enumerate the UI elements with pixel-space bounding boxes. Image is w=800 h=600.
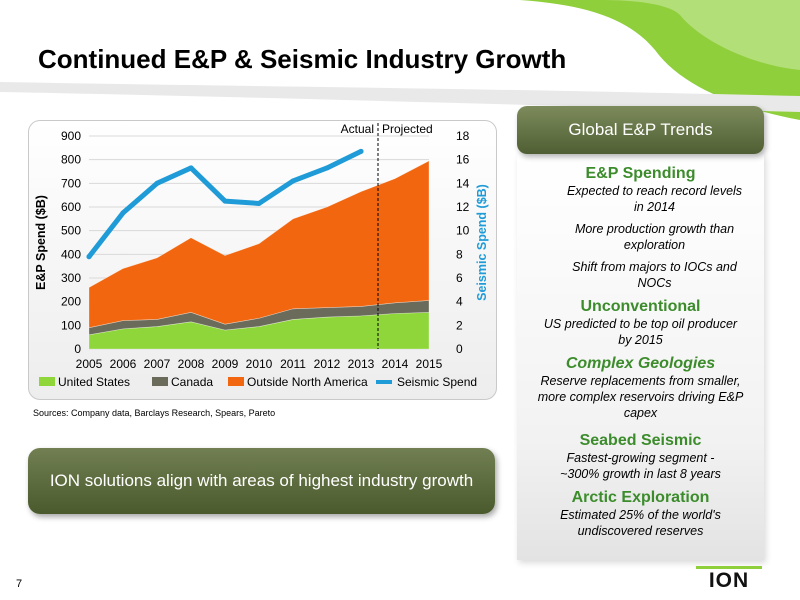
ion-logo: ION — [696, 566, 762, 588]
trend-text: ~300% growth in last 8 years — [560, 467, 721, 481]
trend-heading-seabed-seismic: Seabed Seismic — [579, 432, 702, 449]
x-tick-label: 2006 — [110, 357, 137, 371]
trend-text: Expected to reach record levels — [566, 184, 743, 198]
trend-text: exploration — [623, 238, 686, 252]
trends-panel — [517, 154, 764, 560]
x-tick-label: 2014 — [382, 357, 409, 371]
y2-tick-label: 6 — [456, 271, 463, 285]
seismic-point — [290, 178, 296, 184]
seismic-point — [324, 165, 330, 171]
legend-label: Seismic Spend — [397, 375, 477, 389]
trend-heading-ep-spending: E&P Spending — [585, 165, 696, 182]
legend-label: Canada — [171, 375, 213, 389]
trends-header: Global E&P Trends — [517, 106, 764, 154]
trend-text: by 2015 — [618, 333, 663, 347]
svg-text:ION: ION — [709, 569, 749, 588]
x-tick-label: 2010 — [246, 357, 273, 371]
legend-label: Outside North America — [247, 375, 368, 389]
trend-heading-unconventional: Unconventional — [580, 298, 701, 315]
x-tick-label: 2009 — [212, 357, 239, 371]
legend-swatch-outside-north-america — [228, 377, 244, 386]
slide-title: Continued E&P & Seismic Industry Growth — [38, 44, 567, 74]
y-tick-label: 300 — [61, 271, 81, 285]
trend-text: Estimated 25% of the world's — [560, 508, 721, 522]
x-tick-label: 2012 — [314, 357, 341, 371]
trend-text: Shift from majors to IOCs and — [572, 260, 737, 274]
y2-axis-title: Seismic Spend ($B) — [475, 184, 489, 301]
seismic-point — [222, 198, 228, 204]
actual-label: Actual — [341, 122, 374, 136]
y-tick-label: 700 — [61, 176, 81, 190]
projected-label: Projected — [382, 122, 433, 136]
y2-tick-label: 2 — [456, 318, 463, 332]
trend-text: Reserve replacements from smaller, — [540, 374, 741, 388]
y-tick-label: 400 — [61, 247, 81, 261]
legend-swatch-canada — [152, 377, 168, 386]
trend-text: US predicted to be top oil producer — [543, 317, 738, 331]
legend-label: United States — [58, 375, 130, 389]
chart: Actual Projected0100200300400500600700800… — [34, 122, 489, 389]
page-number: 7 — [16, 578, 23, 590]
seismic-point — [188, 165, 194, 171]
banner-text: ION solutions align with areas of highes… — [49, 471, 474, 490]
seismic-point — [154, 180, 160, 186]
y2-tick-label: 8 — [456, 247, 463, 261]
y-axis-title: E&P Spend ($B) — [34, 195, 48, 290]
y2-tick-label: 4 — [456, 295, 463, 309]
x-tick-label: 2013 — [348, 357, 375, 371]
x-tick-label: 2011 — [280, 357, 306, 371]
trend-text: undiscovered reserves — [577, 524, 704, 538]
trend-text: Fastest-growing segment - — [566, 451, 715, 465]
solutions-banner: ION solutions align with areas of highes… — [28, 448, 495, 514]
y-tick-label: 0 — [74, 342, 81, 356]
area-outside-north-america — [88, 160, 430, 329]
y-tick-label: 200 — [61, 295, 81, 309]
y2-tick-label: 12 — [456, 200, 470, 214]
x-tick-label: 2015 — [416, 357, 443, 371]
trend-text: capex — [623, 406, 658, 420]
seismic-point — [86, 254, 92, 260]
trend-heading-arctic-exploration: Arctic Exploration — [571, 489, 710, 506]
trend-heading-complex-geologies: Complex Geologies — [565, 355, 716, 372]
y2-tick-label: 18 — [456, 129, 470, 143]
trends-header-label: Global E&P Trends — [568, 120, 713, 139]
legend-swatch-united-states — [39, 377, 55, 386]
y-tick-label: 100 — [61, 318, 81, 332]
y-tick-label: 600 — [61, 200, 81, 214]
chart-panel: Actual Projected 0 100 200 300 400 500 600 700 800… — [28, 120, 497, 400]
y2-tick-label: 10 — [456, 224, 470, 238]
y2-tick-label: 0 — [456, 342, 463, 356]
y-tick-label: 500 — [61, 224, 81, 238]
x-tick-label: 2005 — [76, 357, 103, 371]
sources-note: Sources: Company data, Barclays Research… — [33, 408, 276, 418]
trend-text: NOCs — [637, 276, 672, 290]
trends-content: E&P Spending Expected to reach record le… — [517, 160, 764, 539]
x-tick-label: 2007 — [144, 357, 171, 371]
x-tick-label: 2008 — [178, 357, 205, 371]
trend-text: More production growth than — [574, 222, 735, 236]
seismic-point — [256, 200, 262, 206]
y2-tick-label: 14 — [456, 176, 470, 190]
seismic-point — [120, 210, 126, 216]
y-tick-label: 900 — [61, 129, 81, 143]
y-tick-label: 800 — [61, 153, 81, 167]
seismic-point — [358, 148, 364, 154]
trend-text: in 2014 — [633, 200, 675, 214]
y2-tick-label: 16 — [456, 153, 470, 167]
trend-text: more complex reservoirs driving E&P — [537, 390, 744, 404]
